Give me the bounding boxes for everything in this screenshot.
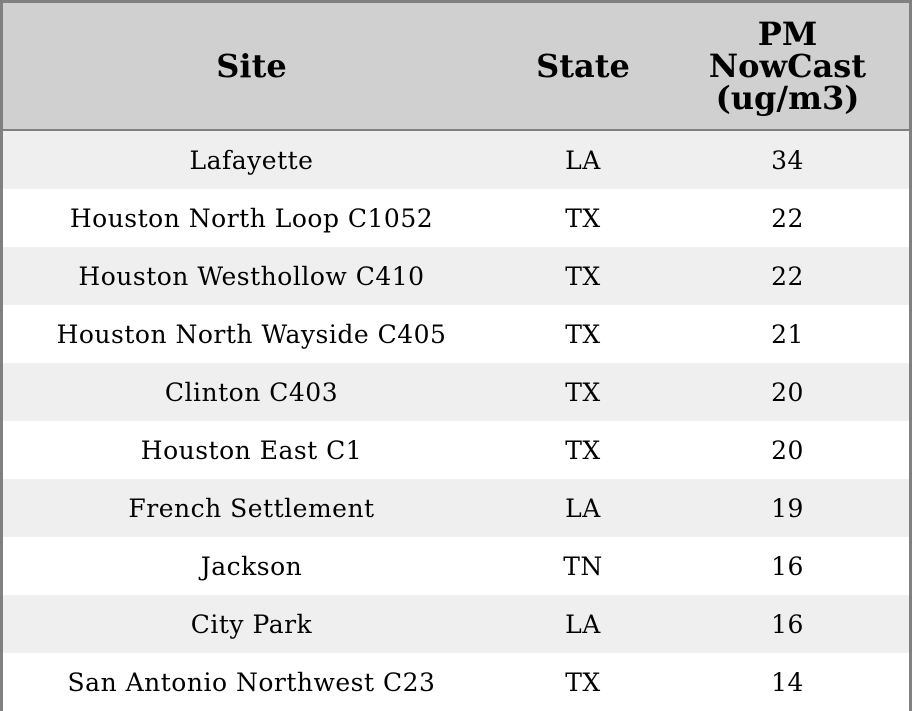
table-cell: 20: [666, 363, 909, 421]
column-header-text: PM NowCast (ug/m3): [708, 15, 867, 117]
table-body: Lafayette LA 34 Houston North Loop C1052 TX 2…: [3, 130, 909, 711]
table-cell: City Park: [3, 595, 500, 653]
table-cell: 34: [666, 130, 909, 189]
table-cell: TX: [500, 189, 666, 247]
table-cell: 20: [666, 421, 909, 479]
table-cell: TX: [500, 247, 666, 305]
table-cell: 22: [666, 189, 909, 247]
table-cell: 21: [666, 305, 909, 363]
table-cell: 16: [666, 595, 909, 653]
column-header-text: State: [536, 47, 630, 85]
table-cell: LA: [500, 130, 666, 189]
table-cell: Houston Westhollow C410: [3, 247, 500, 305]
table-row: San Antonio Northwest C23 TX 14: [3, 653, 909, 711]
table-cell: French Settlement: [3, 479, 500, 537]
table-row: Lafayette LA 34: [3, 130, 909, 189]
table-cell: LA: [500, 595, 666, 653]
table-cell: 16: [666, 537, 909, 595]
table-cell: Houston East C1: [3, 421, 500, 479]
table-row: City Park LA 16: [3, 595, 909, 653]
table-cell: TX: [500, 305, 666, 363]
table-cell: 19: [666, 479, 909, 537]
table-cell: 22: [666, 247, 909, 305]
table-cell: LA: [500, 479, 666, 537]
table-row: Jackson TN 16: [3, 537, 909, 595]
table-row: Houston North Wayside C405 TX 21: [3, 305, 909, 363]
header-row: Site State PM NowCast (ug/m3): [3, 3, 909, 131]
table-row: French Settlement LA 19: [3, 479, 909, 537]
table-cell: TX: [500, 653, 666, 711]
data-table: Site State PM NowCast (ug/m3) Lafayette LA 3…: [3, 3, 909, 711]
table-cell: Lafayette: [3, 130, 500, 189]
table-cell: TX: [500, 421, 666, 479]
table-row: Houston North Loop C1052 TX 22: [3, 189, 909, 247]
table-cell: TN: [500, 537, 666, 595]
table-cell: San Antonio Northwest C23: [3, 653, 500, 711]
column-header: PM NowCast (ug/m3): [666, 3, 909, 131]
table-cell: Houston North Wayside C405: [3, 305, 500, 363]
table-row: Clinton C403 TX 20: [3, 363, 909, 421]
table-cell: 14: [666, 653, 909, 711]
column-header-text: Site: [216, 47, 287, 85]
table-cell: Clinton C403: [3, 363, 500, 421]
table-cell: Houston North Loop C1052: [3, 189, 500, 247]
column-header: State: [500, 3, 666, 131]
table-cell: Jackson: [3, 537, 500, 595]
table-row: Houston Westhollow C410 TX 22: [3, 247, 909, 305]
column-header: Site: [3, 3, 500, 131]
table-row: Houston East C1 TX 20: [3, 421, 909, 479]
table-cell: TX: [500, 363, 666, 421]
